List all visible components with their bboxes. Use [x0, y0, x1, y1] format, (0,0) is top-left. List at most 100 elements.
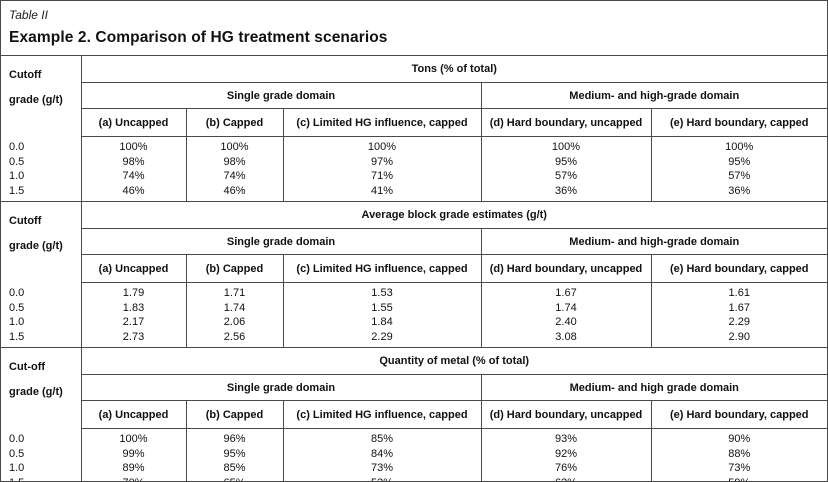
header-row-group: Cutoff grade (g/t) Tons (% of total) — [1, 56, 827, 137]
cutoff-cell: 0.5 — [1, 300, 82, 315]
value-cell: 85% — [283, 428, 482, 447]
value-cell: 89% — [81, 461, 187, 476]
cutoff-cell: 1.5 — [1, 183, 82, 202]
value-cell: 100% — [725, 141, 754, 153]
value-cell: 57% — [728, 170, 751, 182]
header-row-group: Cutoff grade (g/t) Average block grade e… — [1, 202, 827, 283]
value-cell: 46% — [81, 183, 187, 202]
header-row-columns: (a) Uncapped (b) Capped (c) Limited HG i… — [1, 108, 827, 137]
row-header-line2: grade (g/t) — [9, 94, 63, 106]
value-cell: 88% — [728, 447, 751, 460]
table-title: Example 2. Comparison of HG treatment sc… — [9, 29, 388, 46]
value-cell: 73% — [728, 462, 751, 474]
value-cell: 71% — [283, 169, 482, 184]
value-cell: 93% — [481, 428, 652, 447]
domain-header-single: Single grade domain — [81, 82, 482, 109]
value-cell: 62% — [481, 475, 652, 481]
header-row-domains: Single grade domain Medium- and high gra… — [1, 374, 827, 401]
header-row-columns: (a) Uncapped (b) Capped (c) Limited HG i… — [1, 254, 827, 283]
row-header-line2: grade (g/t) — [9, 240, 63, 252]
value-cell: 100% — [81, 136, 187, 155]
data-row: 1.0 74% 74% 71% 57% 57% — [1, 169, 827, 184]
cutoff-cell: 1.0 — [1, 169, 82, 184]
value-cell: 36% — [481, 183, 652, 202]
value-cell: 36% — [728, 184, 751, 197]
value-cell: 100% — [283, 136, 482, 155]
value-cell: 2.90 — [728, 330, 750, 343]
value-cell: 2.06 — [186, 315, 284, 330]
col-header-e: (e) Hard boundary, capped — [651, 400, 827, 429]
value-cell: 1.79 — [81, 282, 187, 301]
data-row: 1.5 2.73 2.56 2.29 3.08 2.90 — [1, 329, 827, 348]
col-header-a: (a) Uncapped — [81, 254, 187, 283]
metal-quantity-table: Cut-off grade (g/t) Quantity of metal (%… — [1, 348, 827, 482]
row-header-cutoff-grade: Cut-off grade (g/t) — [1, 348, 82, 429]
data-row: 0.5 1.83 1.74 1.55 1.74 1.67 — [1, 300, 827, 315]
value-cell: 1.71 — [186, 282, 284, 301]
domain-header-single: Single grade domain — [81, 228, 482, 255]
value-cell: 2.17 — [81, 315, 187, 330]
col-header-c: (c) Limited HG influence, capped — [283, 108, 482, 137]
col-header-a: (a) Uncapped — [81, 400, 187, 429]
header-row-columns: (a) Uncapped (b) Capped (c) Limited HG i… — [1, 400, 827, 429]
data-row: 0.5 98% 98% 97% 95% 95% — [1, 154, 827, 169]
cutoff-cell: 0.0 — [1, 282, 82, 301]
value-cell: 52% — [283, 475, 482, 481]
value-cell: 99% — [81, 446, 187, 461]
value-cell: 84% — [283, 446, 482, 461]
col-header-b: (b) Capped — [186, 108, 284, 137]
value-cell: 98% — [186, 154, 284, 169]
value-cell: 1.74 — [481, 300, 652, 315]
value-cell: 70% — [81, 475, 187, 481]
domain-header-medium-high: Medium- and high grade domain — [481, 374, 827, 401]
row-header-line2: grade (g/t) — [9, 386, 63, 398]
cutoff-cell: 1.0 — [1, 461, 82, 476]
value-cell: 74% — [186, 169, 284, 184]
tons-table: Cutoff grade (g/t) Tons (% of total) Sin… — [1, 56, 827, 202]
cutoff-cell: 1.0 — [1, 315, 82, 330]
value-cell: 1.67 — [728, 301, 750, 314]
data-row: 1.0 2.17 2.06 1.84 2.40 2.29 — [1, 315, 827, 330]
group-title: Average block grade estimates (g/t) — [81, 202, 827, 229]
value-cell: 46% — [186, 183, 284, 202]
data-row: 1.5 46% 46% 41% 36% 36% — [1, 183, 827, 202]
col-header-d: (d) Hard boundary, uncapped — [481, 108, 652, 137]
value-cell: 95% — [728, 155, 751, 168]
row-header-line1: Cut-off — [9, 361, 46, 373]
value-cell: 90% — [728, 433, 751, 445]
title-block: Table II Example 2. Comparison of HG tre… — [1, 1, 827, 56]
cutoff-cell: 0.0 — [1, 136, 82, 155]
value-cell: 57% — [481, 169, 652, 184]
value-cell: 59% — [651, 476, 827, 482]
domain-header-medium-high: Medium- and high-grade domain — [481, 82, 827, 109]
domain-header-medium-high: Medium- and high-grade domain — [481, 228, 827, 255]
cutoff-cell: 0.5 — [1, 446, 82, 461]
value-cell: 1.61 — [728, 287, 750, 299]
header-row-domains: Single grade domain Medium- and high-gra… — [1, 82, 827, 109]
data-row: 1.0 89% 85% 73% 76% 73% — [1, 461, 827, 476]
header-row-group: Cut-off grade (g/t) Quantity of metal (%… — [1, 348, 827, 429]
col-header-a: (a) Uncapped — [81, 108, 187, 137]
value-cell: 1.74 — [186, 300, 284, 315]
data-row: 0.5 99% 95% 84% 92% 88% — [1, 446, 827, 461]
value-cell: 2.40 — [481, 315, 652, 330]
col-header-b: (b) Capped — [186, 400, 284, 429]
average-grade-table: Cutoff grade (g/t) Average block grade e… — [1, 202, 827, 348]
value-cell: 1.83 — [81, 300, 187, 315]
value-cell: 2.73 — [81, 329, 187, 348]
col-header-c: (c) Limited HG influence, capped — [283, 254, 482, 283]
header-row-domains: Single grade domain Medium- and high-gra… — [1, 228, 827, 255]
row-header-cutoff-grade: Cutoff grade (g/t) — [1, 202, 82, 283]
group-title: Quantity of metal (% of total) — [81, 348, 827, 375]
value-cell: 85% — [186, 461, 284, 476]
value-cell: 100% — [186, 136, 284, 155]
value-cell: 97% — [283, 154, 482, 169]
col-header-e: (e) Hard boundary, capped — [651, 108, 827, 137]
row-header-line1: Cutoff — [9, 215, 42, 227]
col-header-d: (d) Hard boundary, uncapped — [481, 254, 652, 283]
row-header-cutoff-grade: Cutoff grade (g/t) — [1, 56, 82, 137]
col-header-e: (e) Hard boundary, capped — [651, 254, 827, 283]
table-label: Table II — [9, 8, 48, 22]
row-header-line1: Cutoff — [9, 69, 42, 81]
